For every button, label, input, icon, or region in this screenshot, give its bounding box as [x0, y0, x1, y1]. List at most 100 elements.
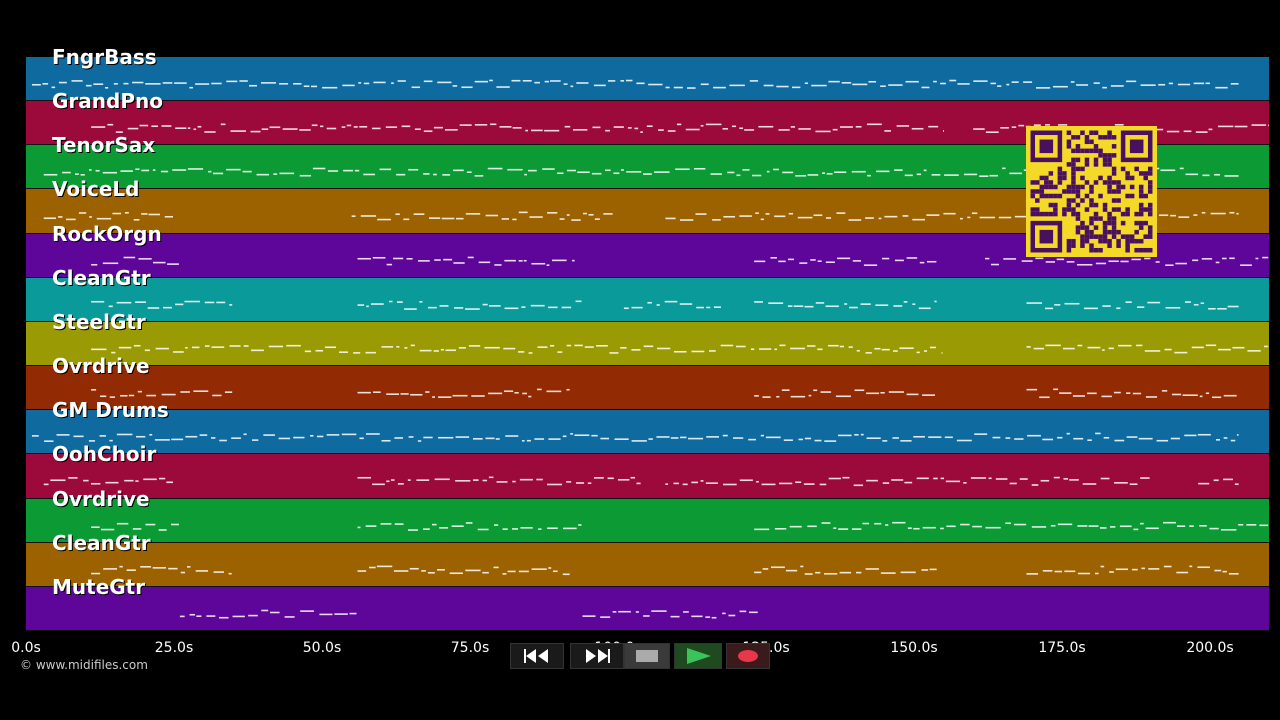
track-row[interactable] [26, 321, 1269, 367]
note [923, 169, 927, 172]
track-row[interactable] [26, 57, 1269, 102]
note [1132, 392, 1142, 395]
note [1087, 392, 1097, 395]
note [1095, 262, 1107, 264]
note [434, 478, 450, 481]
note [433, 350, 439, 352]
rewind-button[interactable] [510, 643, 564, 669]
note [171, 438, 184, 441]
note [985, 131, 999, 134]
note [239, 80, 248, 82]
track-row[interactable] [26, 498, 1269, 543]
note [762, 396, 771, 398]
note [372, 483, 385, 486]
track-row[interactable] [26, 542, 1269, 587]
note [814, 439, 822, 442]
note [423, 80, 433, 83]
note [411, 86, 421, 89]
note [300, 610, 314, 612]
note [91, 348, 107, 351]
track-row[interactable] [26, 586, 1269, 631]
note [739, 610, 747, 613]
note [1129, 483, 1138, 486]
note [83, 480, 89, 482]
note [912, 219, 925, 221]
stop-button[interactable] [624, 643, 670, 669]
note [974, 433, 988, 436]
note [855, 126, 862, 128]
note [851, 527, 862, 530]
note [433, 126, 443, 129]
note [1036, 87, 1051, 89]
note [834, 171, 847, 174]
note [372, 127, 381, 130]
note [91, 572, 101, 575]
note [592, 126, 601, 129]
note [755, 212, 759, 215]
note [224, 391, 233, 394]
note [849, 306, 858, 309]
note [1131, 258, 1141, 260]
track-row[interactable] [26, 410, 1269, 455]
note [1189, 565, 1193, 567]
note [95, 170, 100, 172]
note [1165, 306, 1181, 309]
note [607, 477, 614, 480]
note [759, 348, 772, 350]
note [1209, 527, 1219, 529]
note [1210, 213, 1226, 215]
note [665, 86, 670, 89]
note [566, 214, 570, 217]
note [534, 81, 540, 84]
note [855, 571, 862, 574]
track-row[interactable] [26, 454, 1269, 499]
note [376, 565, 393, 567]
note [808, 394, 812, 397]
piano-roll[interactable] [26, 57, 1269, 631]
note [466, 171, 472, 174]
note [851, 171, 866, 173]
note [326, 127, 337, 130]
note [474, 124, 488, 126]
note [792, 86, 801, 89]
note [770, 256, 777, 259]
note [673, 86, 683, 89]
note [720, 344, 734, 347]
track-row[interactable] [26, 366, 1269, 411]
note [1052, 85, 1068, 88]
note [544, 130, 560, 132]
note [1193, 214, 1198, 217]
record-button[interactable] [726, 643, 770, 669]
note [1166, 130, 1180, 133]
note [206, 615, 216, 617]
note [1144, 350, 1161, 352]
note [774, 348, 777, 351]
note [922, 526, 936, 529]
note [124, 480, 134, 482]
play-button[interactable] [674, 643, 722, 669]
note [694, 168, 706, 170]
note [904, 482, 913, 484]
note [365, 433, 380, 436]
note [351, 215, 356, 218]
note [91, 483, 101, 485]
note [571, 219, 581, 222]
note [860, 303, 871, 305]
note [341, 126, 346, 129]
note [471, 395, 485, 397]
track-row[interactable] [26, 277, 1269, 322]
note [164, 216, 173, 219]
fast-forward-button[interactable] [570, 643, 624, 669]
note [922, 394, 935, 396]
note [1033, 124, 1041, 127]
note [503, 347, 516, 350]
note [825, 305, 839, 307]
note [1202, 174, 1210, 177]
note [756, 481, 759, 483]
note [1040, 480, 1050, 482]
note [1215, 86, 1228, 89]
note [1156, 128, 1164, 131]
note [116, 301, 132, 304]
note [465, 308, 480, 310]
note [391, 479, 395, 482]
